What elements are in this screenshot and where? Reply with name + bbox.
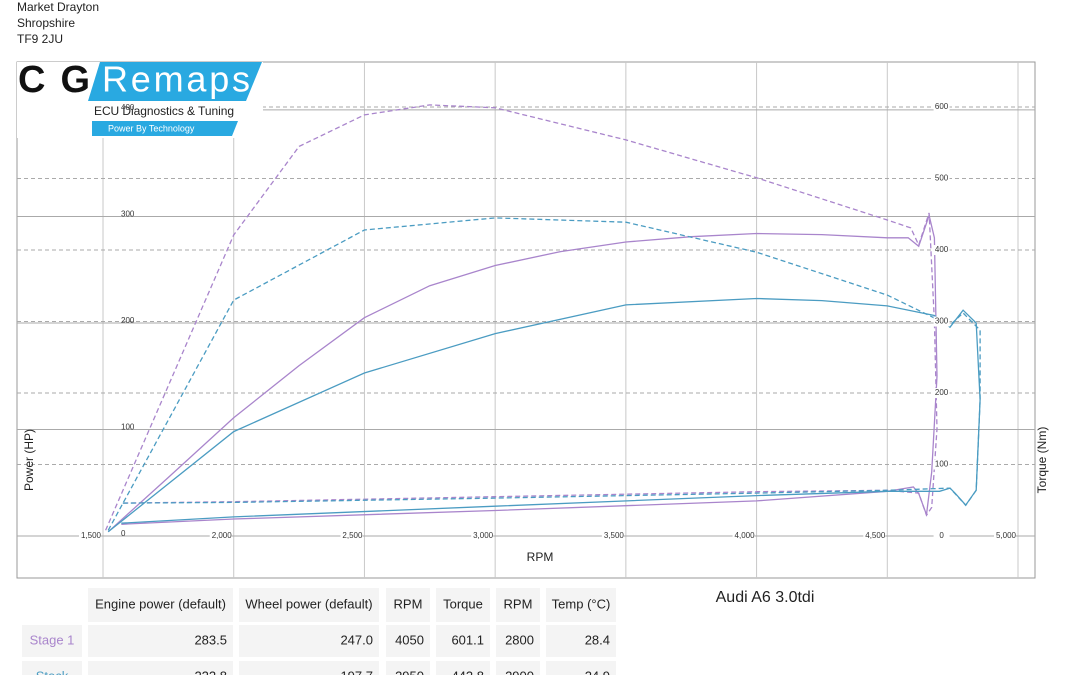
table-value: 197.7 — [340, 668, 373, 675]
header-cell — [386, 588, 430, 622]
table-cell — [496, 661, 540, 675]
table-cell — [386, 625, 430, 657]
x-tick-label: 1,500 — [81, 531, 102, 540]
tick-label-bg — [340, 531, 363, 542]
header-text: Torque — [443, 596, 483, 611]
x-tick-label: 4,000 — [735, 531, 756, 540]
header-cell — [88, 588, 233, 622]
table-value: 283.5 — [194, 632, 227, 647]
tick-label-bg — [863, 531, 886, 542]
x-tick-label: 3,500 — [604, 531, 625, 540]
table-cell — [546, 661, 616, 675]
curve — [107, 297, 981, 533]
car-model: Audi A6 3.0tdi — [716, 589, 815, 606]
table-value: 24.9 — [585, 668, 610, 675]
table-cell — [22, 661, 82, 675]
logo-tagline: ECU Diagnostics & Tuning — [94, 104, 234, 118]
tick-label-bg — [933, 173, 950, 184]
table-value: 443.8 — [451, 668, 484, 675]
logo-slogan: Power By Technology — [108, 123, 195, 133]
table-value: 2900 — [505, 668, 534, 675]
address-line: Shropshire — [17, 16, 75, 30]
y2-tick-label: 0 — [939, 531, 944, 540]
x-tick-label: 2,000 — [212, 531, 233, 540]
table-cell — [496, 625, 540, 657]
y2-tick-label: 200 — [935, 388, 949, 397]
logo-remaps: Remaps — [102, 59, 250, 100]
table-value: 222.8 — [194, 668, 227, 675]
tick-label-bg — [933, 531, 950, 542]
table-cell — [22, 625, 82, 657]
x-tick-label: 4,500 — [865, 531, 886, 540]
table-cell — [436, 625, 490, 657]
tick-label-bg — [933, 245, 950, 256]
lines — [105, 104, 981, 533]
x-tick-label: 2,500 — [342, 531, 363, 540]
table-cell — [88, 625, 233, 657]
y-tick-label: 300 — [121, 210, 135, 219]
tick-label-bg — [933, 388, 950, 399]
header-text: Temp (°C) — [552, 596, 611, 611]
y2-tick-label: 500 — [935, 174, 949, 183]
ticks: 1,500 2,000 2,500 3,000 3,500 4,000 4,500 5,000… — [79, 102, 1017, 542]
results-table: Engine power (default) Wheel power (defau… — [22, 588, 616, 675]
header-text: Wheel power (default) — [245, 596, 372, 611]
row-label: Stage 1 — [30, 632, 75, 647]
header-text: Engine power (default) — [95, 596, 226, 611]
header-text: RPM — [394, 596, 423, 611]
tick-label-bg — [79, 531, 102, 542]
table-value: 3950 — [395, 668, 424, 675]
tick-label-bg — [732, 531, 755, 542]
table-cell — [239, 661, 379, 675]
table-value: 4050 — [395, 632, 424, 647]
table-cell — [436, 661, 490, 675]
header-cell — [496, 588, 540, 622]
table-value: 28.4 — [585, 632, 610, 647]
plot-frame — [16, 61, 1036, 579]
table-value: 2800 — [505, 632, 534, 647]
x-tick-label: 5,000 — [996, 531, 1017, 540]
y2-tick-label: 100 — [935, 460, 949, 469]
table-value: 247.0 — [340, 632, 373, 647]
curve — [105, 104, 938, 531]
y2-tick-label: 300 — [935, 317, 949, 326]
y-tick-label: 100 — [121, 423, 135, 432]
table-cell — [239, 625, 379, 657]
logo: CG Remaps ECU Diagnostics & Tuning Power… — [17, 59, 263, 138]
x-axis-label: RPM — [527, 550, 554, 564]
tick-label-bg — [994, 531, 1017, 542]
header-cell — [546, 588, 616, 622]
y-tick-label: 0 — [121, 529, 126, 538]
tick-label-bg — [471, 531, 494, 542]
tick-label-bg — [933, 459, 950, 470]
curve — [107, 213, 938, 533]
x-tick-label: 3,000 — [473, 531, 494, 540]
y-tick-label: 200 — [121, 316, 135, 325]
row-label: Stock — [36, 668, 69, 675]
table-cell — [546, 625, 616, 657]
address-line: Market Drayton — [17, 0, 99, 14]
tick-label-bg — [933, 316, 950, 327]
logo-slogan-band — [92, 121, 238, 136]
y-tick-label: 400 — [121, 103, 135, 112]
table-cell — [88, 661, 233, 675]
y2-tick-label: 400 — [935, 245, 949, 254]
y2-tick-label: 600 — [935, 102, 949, 111]
logo-band — [88, 62, 262, 101]
table-value: 601.1 — [451, 632, 484, 647]
tick-label-bg — [601, 531, 624, 542]
curve — [107, 217, 981, 531]
table-cell — [386, 661, 430, 675]
header-cell — [436, 588, 490, 622]
y-axis-label: Power (HP) — [22, 429, 36, 491]
header-cell — [239, 588, 379, 622]
tick-label-bg — [209, 531, 232, 542]
address-line: TF9 2JU — [17, 32, 63, 46]
tick-label-bg — [933, 102, 950, 113]
header-text: RPM — [504, 596, 533, 611]
y2-axis-label: Torque (Nm) — [1035, 427, 1049, 494]
